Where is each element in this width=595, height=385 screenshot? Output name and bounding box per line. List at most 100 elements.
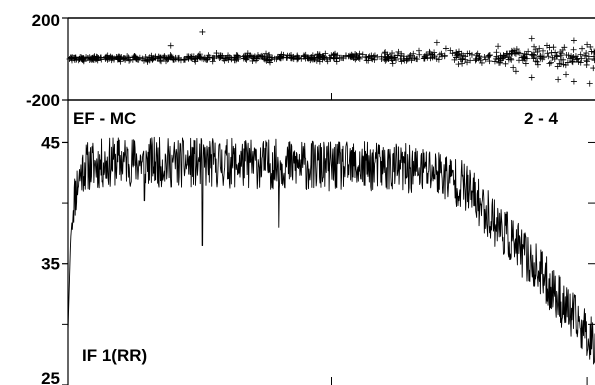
scatter-point [88,56,95,63]
scatter-point [508,47,515,54]
scatter-point [368,52,375,59]
scatter-point [426,48,433,55]
scatter-point [263,50,270,57]
scatter-point [139,55,146,62]
scatter-point [570,37,577,44]
scatter-point [389,60,396,67]
scatter-point [389,50,396,57]
scatter-point [196,53,203,60]
scatter-point [438,50,445,57]
scatter-point [126,57,133,64]
scatter-point [116,53,123,60]
scatter-point [69,54,76,61]
scatter-point [97,54,104,61]
scatter-point [442,45,449,52]
scatter-point [516,50,523,57]
scatter-point [254,52,261,59]
scatter-point [403,57,410,64]
scatter-point [266,51,273,58]
scatter-point [278,51,285,58]
scatter-point [423,51,430,58]
scatter-point [519,57,526,64]
scatter-point [460,52,467,59]
scatter-point [127,56,134,63]
scatter-point [420,55,427,62]
scatter-point [590,65,595,72]
scatter-point [554,53,561,60]
scatter-point [570,78,577,85]
scatter-point [225,52,232,59]
scatter-point [400,56,407,63]
scatter-point [121,55,128,62]
scatter-point [130,54,137,61]
scatter-point [537,53,544,60]
scatter-point [410,50,417,57]
scatter-point [478,59,485,66]
scatter-point [453,52,460,59]
scatter-point [300,52,307,59]
panel-label-series: IF 1(RR) [82,346,147,365]
scatter-point [398,50,405,57]
scatter-point [575,58,582,65]
scatter-point [115,54,122,61]
scatter-point [510,64,517,71]
scatter-point [500,52,507,59]
scatter-point [436,51,443,58]
scatter-point [134,56,141,63]
scatter-point [509,48,516,55]
scatter-point [561,44,568,51]
scatter-point [149,56,156,63]
scatter-point [288,55,295,62]
scatter-point [177,57,184,64]
scatter-point [531,43,538,50]
scatter-point [435,56,442,63]
scatter-point [544,50,551,57]
scatter-point [167,42,174,49]
scatter-point [333,58,340,65]
scatter-point [144,57,151,64]
scatter-point [336,55,343,62]
scatter-point [104,55,111,62]
scatter-point [268,56,275,63]
scatter-point [564,59,571,66]
scatter-point [504,50,511,57]
scatter-point [267,59,274,66]
scatter-point [406,53,413,60]
scatter-point [536,45,543,52]
scatter-point [242,55,249,62]
scatter-point [161,53,168,60]
scatter-point [548,49,555,56]
scatter-point [459,55,466,62]
scatter-point [197,54,204,61]
scatter-point [528,74,535,81]
scatter-point [574,55,581,62]
scatter-point [441,52,448,59]
scatter-point [172,56,179,63]
scatter-point [294,55,301,62]
scatter-point [429,51,436,58]
scatter-point [447,47,454,54]
scatter-point [528,35,535,42]
scatter-point [523,51,530,58]
scatter-point [545,53,552,60]
scatter-point [570,46,577,53]
scatter-point [164,56,171,63]
scatter-point [407,52,414,59]
scatter-point [587,43,594,50]
scatter-point [554,63,561,70]
scatter-point [185,55,192,62]
scatter-panel: EF - MC 2 - 4 [62,17,595,128]
scatter-point [322,50,329,57]
scatter-point [314,51,321,58]
scatter-point [458,56,465,63]
scatter-point [414,56,421,63]
scatter-point [385,55,392,62]
scatter-point [525,48,532,55]
scatter-point [371,56,378,63]
scatter-point [133,55,140,62]
scatter-point [73,56,80,63]
scatter-point [569,58,576,65]
scatter-point [217,54,224,61]
scatter-point [586,80,593,87]
